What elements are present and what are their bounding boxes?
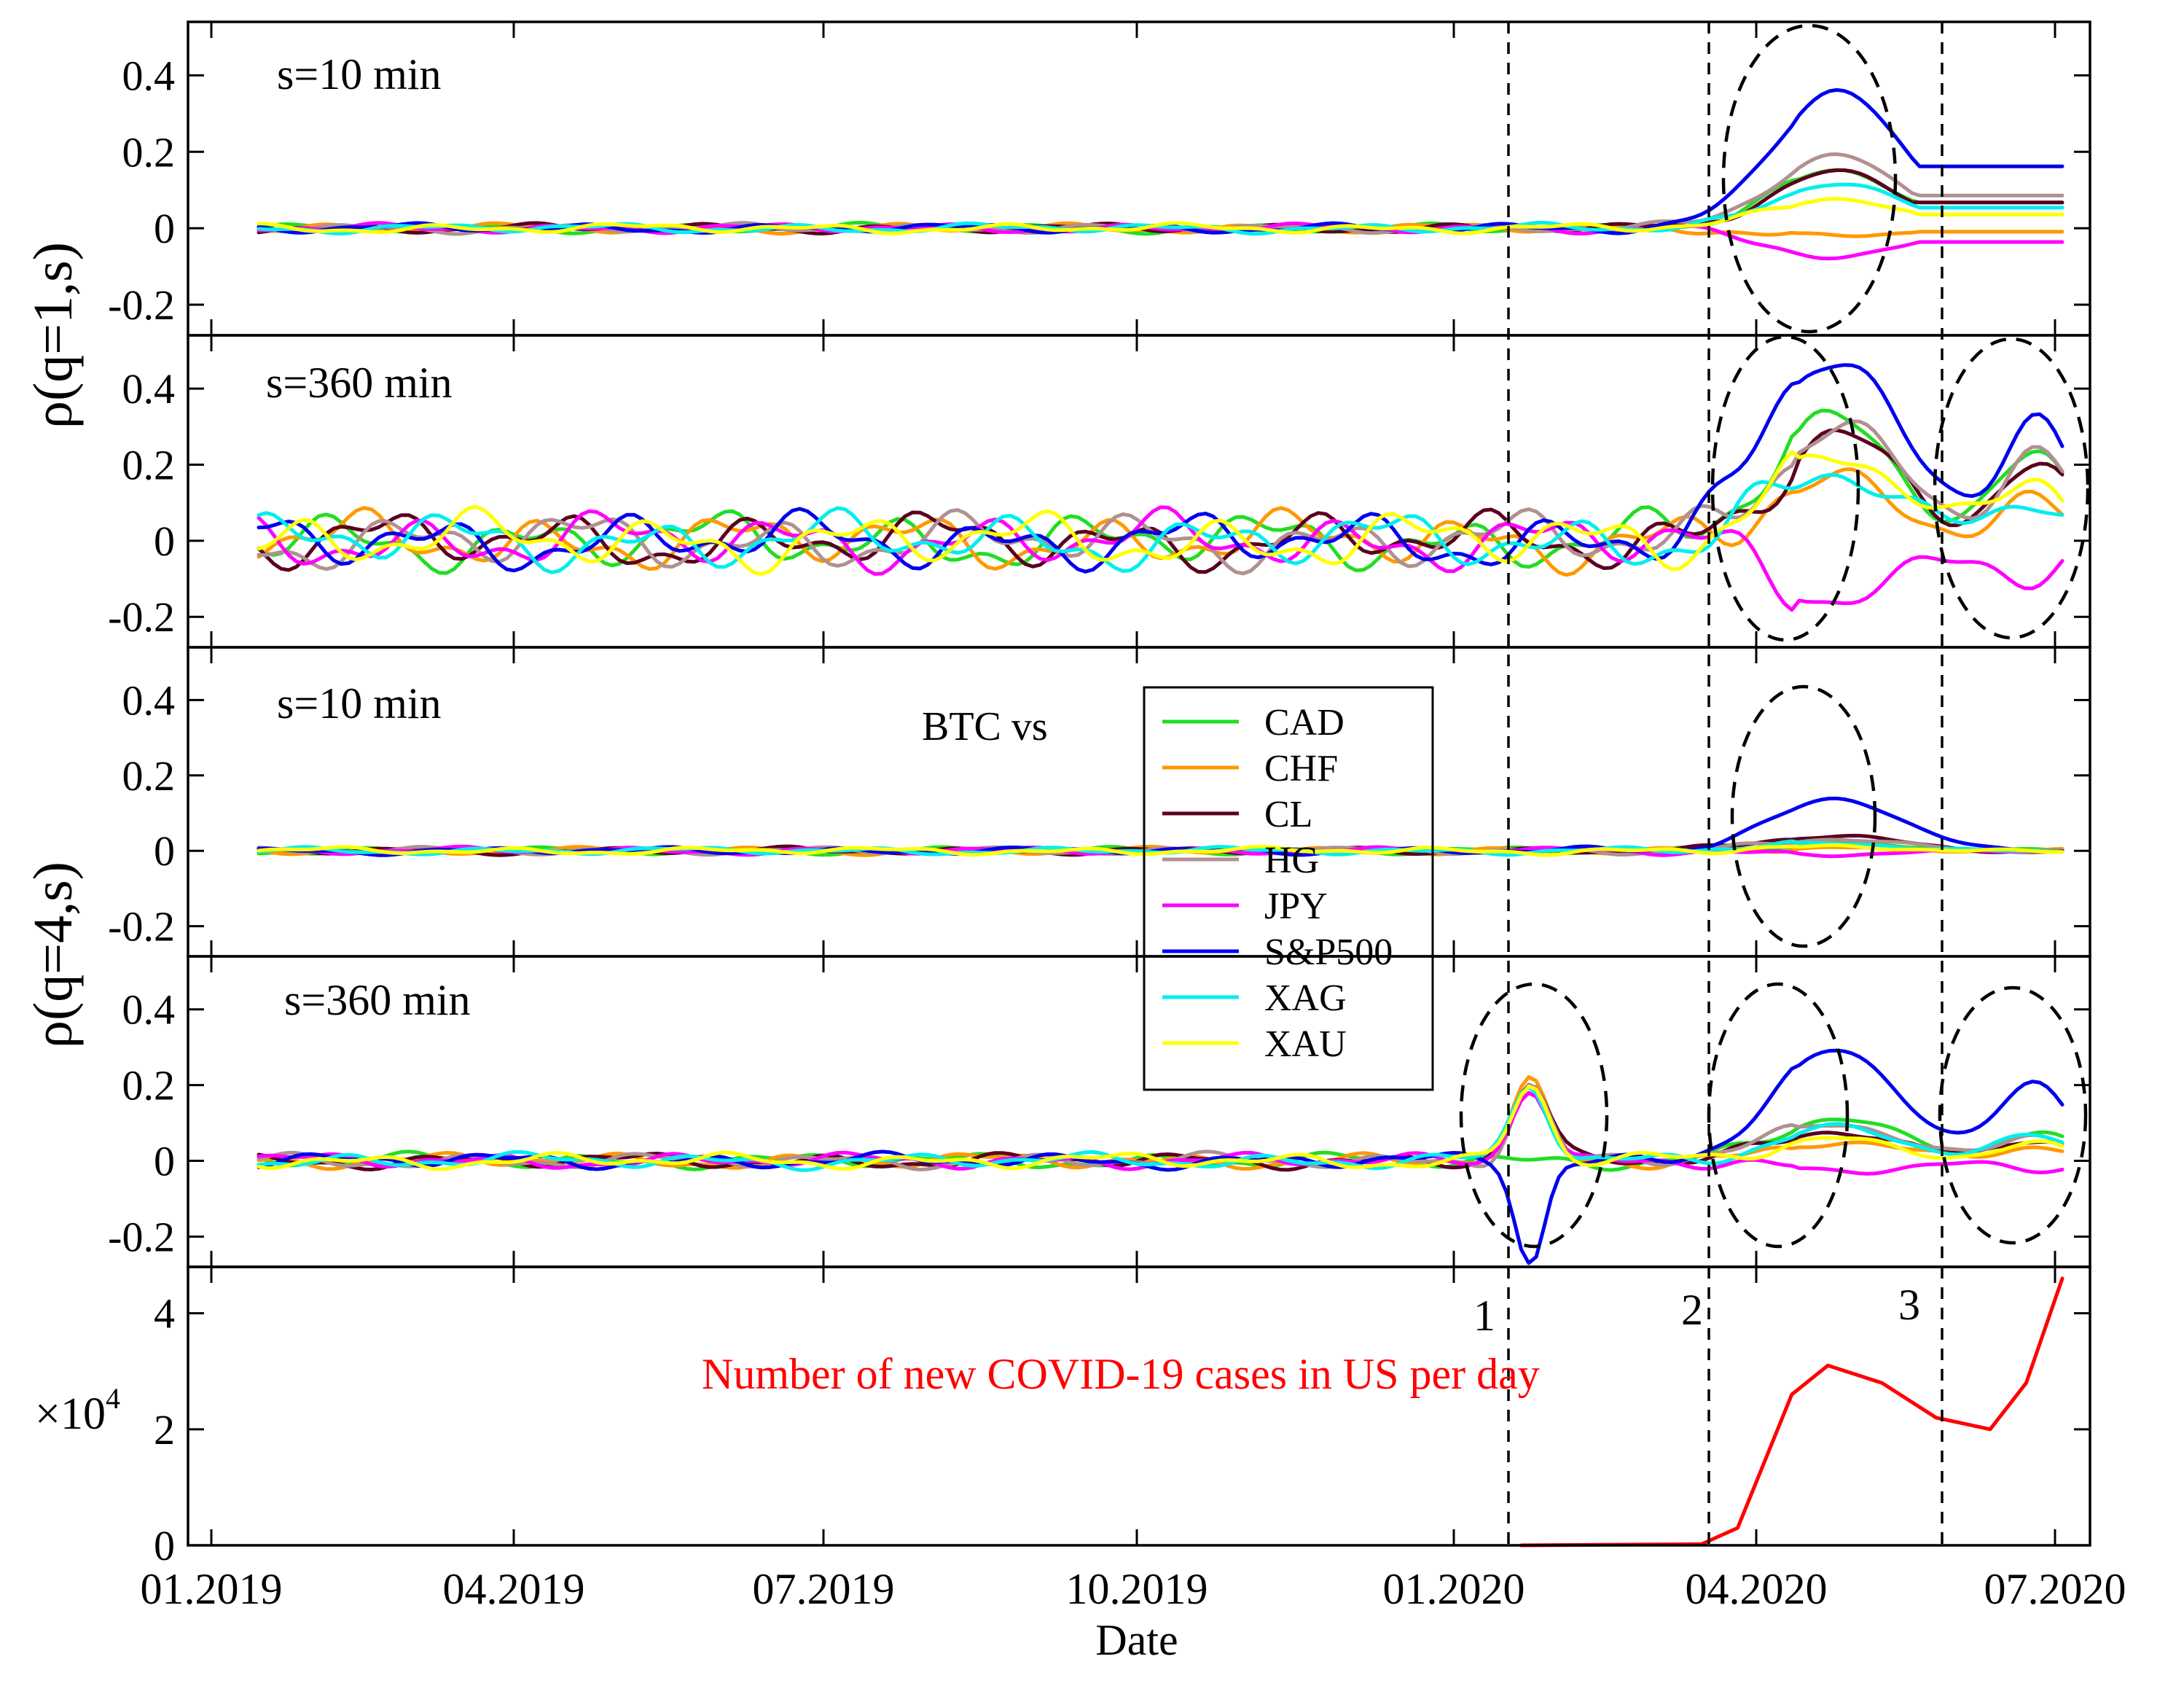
panel-frame (187, 646, 2091, 958)
covid-ylabel: ×104 (35, 1382, 120, 1439)
covid-ylabel-exp: 4 (106, 1382, 120, 1415)
y-tick-label: 0 (154, 518, 175, 565)
legend-box (1143, 686, 1434, 1091)
series-line-xau (257, 843, 2064, 857)
y-tick-label: -0.2 (108, 1213, 175, 1260)
x-tick-label: 01.2020 (1383, 1565, 1525, 1613)
y-tick-label: 0.4 (122, 986, 176, 1034)
series-line-xag (257, 182, 2064, 236)
series-line-sp500 (257, 87, 2064, 235)
x-tick-label: 10.2019 (1066, 1565, 1208, 1613)
highlight-ellipse (1710, 335, 1860, 642)
covid-y-tick-label: 0 (154, 1522, 175, 1569)
y-tick-label: 0.4 (122, 676, 176, 724)
legend-label: S&P500 (1264, 932, 1393, 973)
y-title-top: ρ(q=1,s) (23, 242, 84, 429)
y-tick-label: 0.2 (122, 128, 176, 176)
panel-1-label: s=10 min (277, 50, 442, 98)
covid-cases-line (1519, 1276, 2064, 1548)
x-tick-label: 04.2019 (443, 1565, 585, 1613)
legend-label: XAU (1264, 1023, 1347, 1065)
y-tick-label: 0.2 (122, 752, 176, 800)
frame-layer (187, 20, 2091, 1547)
series-line-xau (257, 197, 2064, 235)
legend-label: CAD (1264, 702, 1345, 744)
y-tick-label: 0.2 (122, 441, 176, 488)
legend-label: CL (1264, 794, 1312, 835)
legend-label: HG (1264, 840, 1319, 881)
highlight-ellipse (1459, 982, 1609, 1249)
series-layer (257, 87, 2064, 1265)
series-line-xag (257, 1085, 2064, 1172)
covid-y-tick-label: 2 (154, 1406, 175, 1453)
panel-2-label: s=360 min (266, 359, 453, 407)
series-line-xau (257, 450, 2064, 577)
covid-layer (1519, 1276, 2064, 1548)
y-tick-label: -0.2 (108, 593, 175, 641)
event-label-3: 3 (1898, 1281, 1920, 1329)
panel-4-label: s=360 min (284, 976, 471, 1024)
y-tick-label: 0.4 (122, 52, 176, 99)
covid-y-tick-label: 4 (154, 1290, 175, 1338)
legend-label: CHF (1264, 748, 1338, 789)
x-axis-title: Date (1095, 1616, 1178, 1664)
x-tick-label: 07.2019 (753, 1565, 895, 1613)
highlight-ellipse (1938, 986, 2088, 1245)
legend-title: BTC vs (922, 704, 1048, 749)
covid-title: Number of new COVID-19 cases in US per d… (702, 1350, 1540, 1398)
panel-frame (187, 955, 2091, 1268)
y-tick-label: 0 (154, 827, 175, 875)
series-line-sp500 (257, 363, 2064, 574)
y-tick-label: 0.4 (122, 365, 176, 413)
legend-label: XAG (1264, 977, 1347, 1019)
event-label-1: 1 (1473, 1292, 1495, 1340)
y-tick-label: 0.2 (122, 1062, 176, 1109)
series-line-xag (257, 472, 2064, 574)
series-line-xau (257, 1084, 2064, 1171)
highlight-ellipse (1730, 684, 1877, 948)
tick-layer: 0.4 0.2 0 -0.2 0.4 0.2 0 -0.2 0.4 0.2 0 -0.2 0.4 0.2 0… (108, 22, 2090, 1569)
x-tick-label: 07.2020 (1984, 1565, 2126, 1613)
legend-label: JPY (1264, 886, 1328, 927)
covid-panel-frame (187, 1265, 2091, 1547)
y-tick-label: -0.2 (108, 281, 175, 329)
covid-ylabel-base: ×10 (35, 1389, 106, 1439)
x-tick-label: 01.2019 (141, 1565, 283, 1613)
y-tick-label: -0.2 (108, 903, 175, 951)
overlay-layer (1459, 22, 2090, 1545)
highlight-ellipse (1721, 23, 1898, 334)
series-line-hg (257, 419, 2064, 576)
y-tick-label: 0 (154, 1138, 175, 1185)
y-title-bottom: ρ(q=4,s) (23, 862, 84, 1048)
panel-3-label: s=10 min (277, 679, 442, 727)
event-label-2: 2 (1681, 1286, 1703, 1334)
highlight-ellipse (1933, 337, 2090, 640)
y-tick-label: 0 (154, 205, 175, 252)
x-tick-label: 04.2020 (1686, 1565, 1828, 1613)
highlight-ellipse (1707, 982, 1850, 1249)
